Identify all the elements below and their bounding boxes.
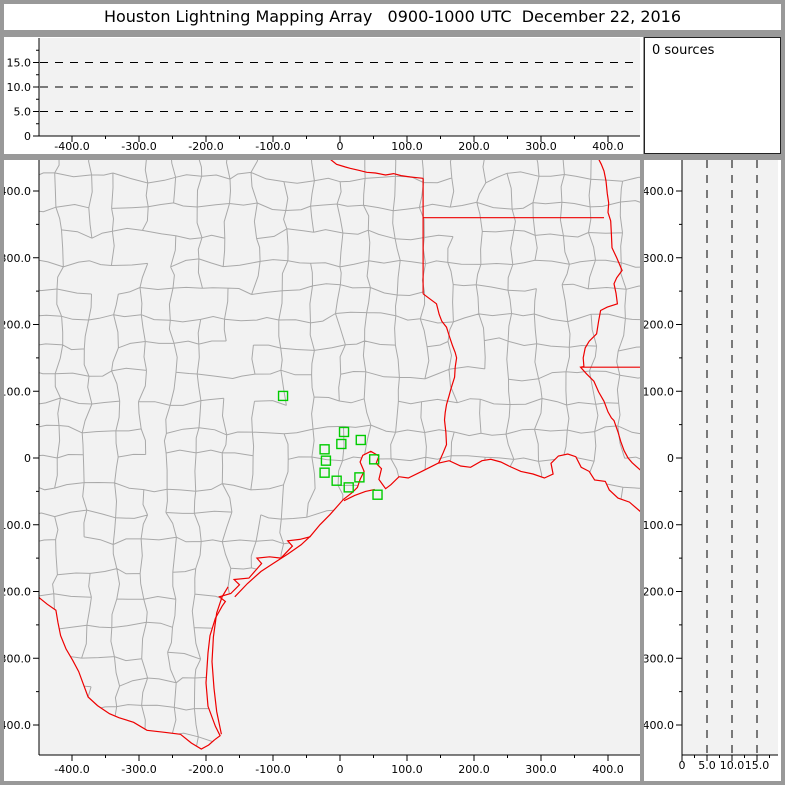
lma-station-marker <box>343 482 354 493</box>
svg-text:5.0: 5.0 <box>14 106 32 119</box>
lma-station-marker <box>336 438 347 450</box>
svg-text:200.0: 200.0 <box>458 140 490 153</box>
svg-text:-200.0: -200.0 <box>4 586 31 599</box>
svg-text:-400.0: -400.0 <box>644 719 674 732</box>
svg-text:5.0: 5.0 <box>698 759 716 772</box>
svg-text:400.0: 400.0 <box>644 185 674 198</box>
sources-box: 0 sources <box>644 37 781 154</box>
page-title: Houston Lightning Mapping Array 0900-100… <box>103 7 682 26</box>
svg-text:0: 0 <box>24 452 31 465</box>
lma-station-marker <box>319 467 330 478</box>
svg-text:-100.0: -100.0 <box>255 763 290 776</box>
svg-text:-300.0: -300.0 <box>121 763 156 776</box>
altitude-ns-plot[interactable]: 0 5.0 10.015.0 400.0 300.0 200.0 100.0 0 -100.0 -… <box>644 160 781 781</box>
svg-text:200.0: 200.0 <box>644 319 674 332</box>
lma-station-marker <box>320 455 332 466</box>
svg-text:-400.0: -400.0 <box>4 719 31 732</box>
svg-text:100.0: 100.0 <box>4 385 31 398</box>
svg-text:-100.0: -100.0 <box>255 140 290 153</box>
svg-text:300.0: 300.0 <box>525 140 557 153</box>
svg-text:-100.0: -100.0 <box>4 519 31 532</box>
lma-stations-layer <box>277 390 383 500</box>
svg-text:400.0: 400.0 <box>592 763 624 776</box>
map-plot[interactable]: -400.0 -300.0 -200.0 -100.0 0 100.0 200.0 300.0… <box>4 160 640 781</box>
svg-text:-400.0: -400.0 <box>54 140 89 153</box>
svg-text:0: 0 <box>24 130 31 143</box>
lma-station-marker <box>338 426 350 438</box>
svg-text:-200.0: -200.0 <box>188 140 223 153</box>
lma-station-marker <box>355 434 366 446</box>
svg-text:300.0: 300.0 <box>644 252 674 265</box>
svg-text:-200.0: -200.0 <box>188 763 223 776</box>
lma-station-marker <box>331 475 342 486</box>
lma-station-marker <box>368 454 380 465</box>
sources-count-label: 0 sources <box>652 43 715 58</box>
panel-altitude-ns[interactable]: 0 5.0 10.015.0 400.0 300.0 200.0 100.0 0 -100.0 -… <box>644 160 781 781</box>
svg-text:10.0: 10.0 <box>720 759 745 772</box>
lma-station-marker <box>354 472 365 483</box>
svg-text:400.0: 400.0 <box>592 140 624 153</box>
altitude-ew-plot[interactable]: 0 5.0 10.0 15.0 -400.0 -300.0 -200.0 -100.0 0 100… <box>4 37 643 154</box>
panel-map[interactable]: -400.0 -300.0 -200.0 -100.0 0 100.0 200.0 300.0… <box>4 160 640 781</box>
svg-text:100.0: 100.0 <box>644 385 674 398</box>
svg-text:400.0: 400.0 <box>4 185 31 198</box>
svg-text:0: 0 <box>679 759 686 772</box>
svg-text:-300.0: -300.0 <box>4 652 31 665</box>
svg-text:10.0: 10.0 <box>7 81 32 94</box>
svg-text:300.0: 300.0 <box>525 763 557 776</box>
svg-text:300.0: 300.0 <box>4 252 31 265</box>
svg-text:0: 0 <box>667 452 674 465</box>
svg-text:-300.0: -300.0 <box>121 140 156 153</box>
svg-text:15.0: 15.0 <box>745 759 770 772</box>
svg-text:0: 0 <box>337 140 344 153</box>
svg-text:-100.0: -100.0 <box>644 519 674 532</box>
svg-text:-200.0: -200.0 <box>644 586 674 599</box>
panel-altitude-ew[interactable]: 0 5.0 10.0 15.0 -400.0 -300.0 -200.0 -100.0 0 100… <box>4 37 643 154</box>
lma-station-marker <box>372 489 383 500</box>
title-bar: Houston Lightning Mapping Array 0900-100… <box>4 4 781 30</box>
svg-text:200.0: 200.0 <box>458 763 490 776</box>
svg-text:15.0: 15.0 <box>7 57 32 70</box>
svg-text:200.0: 200.0 <box>4 319 31 332</box>
svg-text:100.0: 100.0 <box>391 140 423 153</box>
lma-station-marker <box>319 444 330 455</box>
svg-text:100.0: 100.0 <box>391 763 423 776</box>
lma-station-marker <box>277 390 289 402</box>
svg-text:-400.0: -400.0 <box>54 763 89 776</box>
svg-text:0: 0 <box>337 763 344 776</box>
svg-text:-300.0: -300.0 <box>644 652 674 665</box>
